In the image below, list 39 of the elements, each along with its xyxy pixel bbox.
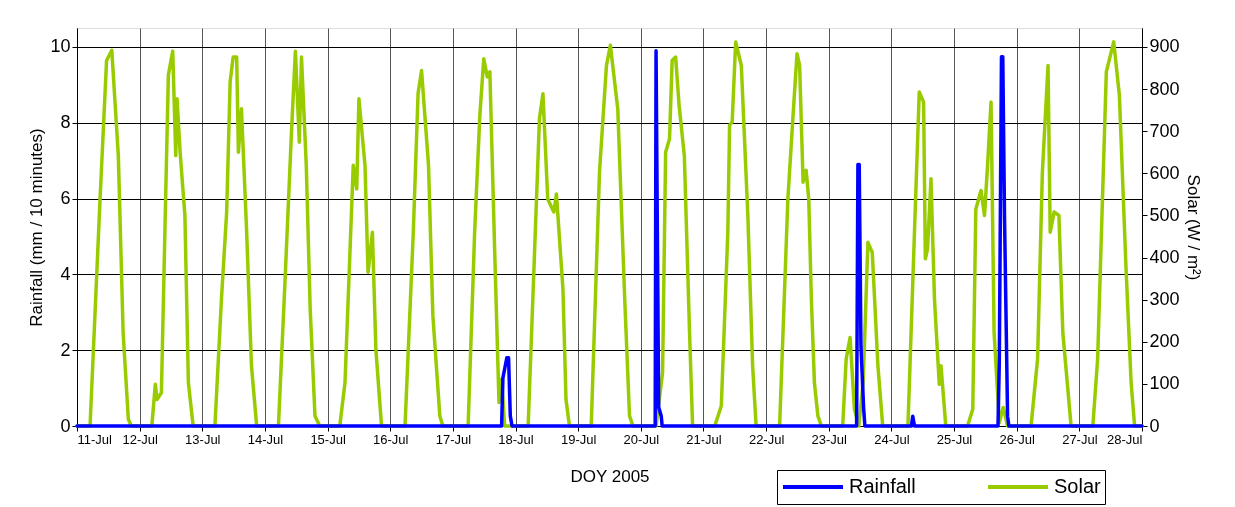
y-tick-label: 6 <box>60 188 71 209</box>
y2-tick-label: 900 <box>1149 36 1180 57</box>
y-tick-label: 4 <box>60 263 71 284</box>
y-tick-label: 8 <box>60 112 71 133</box>
x-tick-label: 22-Jul <box>748 431 785 447</box>
x-tick-label: 27-Jul <box>1062 431 1098 447</box>
y2-tick-label: 600 <box>1149 162 1180 183</box>
y2-tick-label: 800 <box>1149 78 1180 99</box>
x-tick-label: 18-Jul <box>498 431 534 447</box>
x-tick-label: 13-Jul <box>185 431 221 447</box>
x-tick-label: 16-Jul <box>373 431 409 447</box>
x-tick-label: 12-Jul <box>122 431 158 447</box>
x-tick-label: 14-Jul <box>247 431 284 447</box>
legend-label: Rainfall <box>849 475 916 497</box>
x-tick-label: 17-Jul <box>435 431 472 447</box>
y-tick-label: 2 <box>60 339 71 360</box>
y-axis-title: Rainfall (mm / 10 minutes) <box>27 128 47 327</box>
y2-tick-label: 300 <box>1149 289 1180 310</box>
x-tick-label: 25-Jul <box>936 431 973 447</box>
y-tick-label: 0 <box>60 415 71 436</box>
y2-axis-title: Solar (W / m²) <box>1183 174 1203 281</box>
x-tick-label: 28-Jul <box>1107 431 1143 447</box>
y2-tick-label: 400 <box>1149 247 1180 268</box>
x-tick-label: 23-Jul <box>811 431 848 447</box>
x-tick-label: 20-Jul <box>623 431 660 447</box>
x-tick-label: 11-Jul <box>77 431 113 447</box>
y-tick-label: 10 <box>50 36 71 57</box>
y2-tick-label: 100 <box>1149 373 1180 394</box>
x-tick-label: 19-Jul <box>560 431 597 447</box>
x-axis-title: DOY 2005 <box>570 466 650 486</box>
x-tick-label: 24-Jul <box>874 431 910 447</box>
x-tick-label: 15-Jul <box>310 431 346 447</box>
x-tick-label: 21-Jul <box>686 431 722 447</box>
y2-tick-label: 500 <box>1149 204 1180 225</box>
y2-tick-label: 200 <box>1149 331 1180 352</box>
x-tick-label: 26-Jul <box>999 431 1036 447</box>
y2-tick-label: 700 <box>1149 120 1180 141</box>
legend-label: Solar <box>1054 475 1102 497</box>
y2-tick-label: 0 <box>1149 415 1160 436</box>
